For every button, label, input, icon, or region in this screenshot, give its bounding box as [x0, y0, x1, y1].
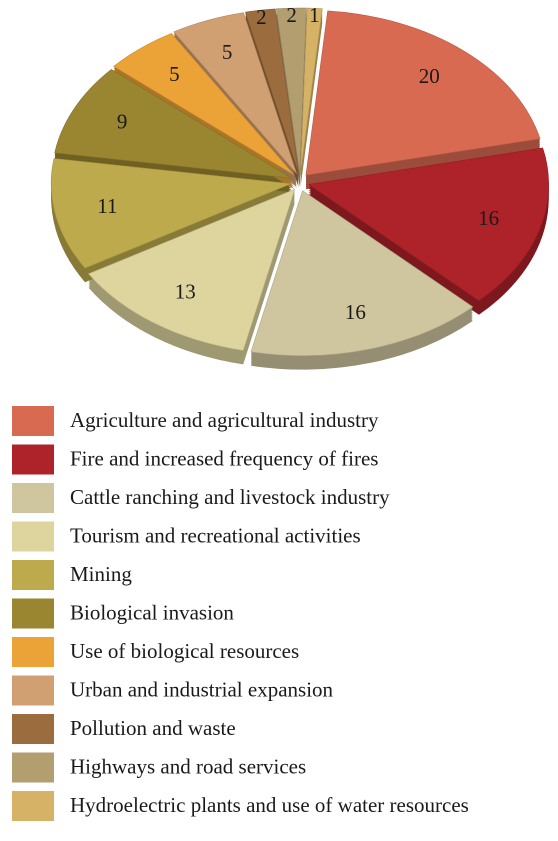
- legend-swatch: [12, 560, 54, 590]
- legend-swatch: [12, 521, 54, 552]
- value-label: 11: [97, 194, 117, 218]
- value-label: 2: [256, 5, 267, 29]
- value-label: 1: [309, 3, 320, 27]
- value-label: 13: [175, 279, 196, 303]
- slice: [305, 10, 541, 176]
- legend-label: Tourism and recreational activities: [70, 523, 361, 547]
- legend-swatch: [12, 675, 54, 706]
- legend-swatch: [12, 637, 54, 667]
- legend-label: Use of biological resources: [70, 639, 299, 663]
- legend-label: Cattle ranching and livestock industry: [70, 485, 390, 509]
- legend-label: Urban and industrial expansion: [70, 677, 334, 701]
- legend-swatch: [12, 444, 54, 475]
- slice: [88, 188, 296, 351]
- legend-label: Highways and road services: [70, 754, 306, 778]
- value-label: 16: [478, 206, 499, 230]
- slice: [245, 8, 299, 174]
- legend-label: Hydroelectric plants and use of water re…: [70, 793, 469, 817]
- slice: [54, 69, 292, 179]
- legend-swatch: [12, 406, 54, 436]
- value-label: 16: [345, 300, 366, 324]
- legend-label: Pollution and waste: [70, 716, 236, 740]
- legend-swatch: [12, 483, 54, 513]
- legend-swatch: [12, 714, 54, 744]
- legend-label: Mining: [70, 562, 132, 586]
- legend-swatch: [12, 752, 54, 783]
- value-label: 20: [419, 64, 440, 88]
- legend-swatch: [12, 791, 54, 821]
- legend-label: Fire and increased frequency of fires: [70, 446, 378, 470]
- value-label: 5: [222, 40, 233, 64]
- legend-swatch: [12, 598, 54, 629]
- slice: [250, 190, 474, 356]
- slice: [275, 7, 307, 174]
- slice: [300, 7, 323, 174]
- legend-label: Agriculture and agricultural industry: [70, 408, 379, 432]
- value-label: 2: [286, 3, 297, 27]
- slice: [307, 147, 549, 302]
- value-label: 9: [117, 110, 128, 134]
- slice: [173, 12, 297, 174]
- value-label: 5: [169, 62, 180, 86]
- slice: [50, 158, 292, 269]
- slice: [113, 33, 295, 176]
- legend-label: Biological invasion: [70, 600, 234, 624]
